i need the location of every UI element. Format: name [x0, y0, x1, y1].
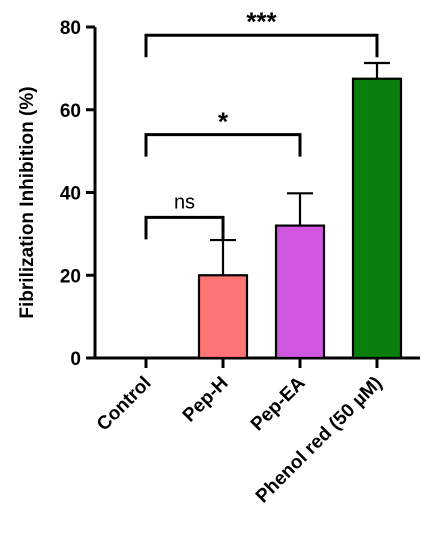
significance-bracket	[144, 33, 379, 58]
y-tick-label: 20	[60, 266, 81, 287]
y-axis-title: Fibrilization Inhibition (%)	[17, 86, 38, 318]
bar	[274, 224, 326, 360]
y-tick-label: 40	[60, 184, 81, 205]
axes: 0 20 40 60 80	[60, 18, 420, 370]
significance-label: ns	[174, 191, 195, 213]
x-category-label: Pep-H	[179, 373, 233, 427]
x-category-label: Pep-EA	[247, 372, 310, 435]
bars	[197, 61, 403, 360]
x-category-label: Control	[93, 373, 156, 436]
y-tick-label: 80	[60, 18, 81, 39]
y-tick-label: 0	[70, 349, 81, 370]
significance-label: ***	[246, 6, 277, 36]
significance-label: *	[218, 107, 229, 137]
bar	[351, 77, 403, 360]
x-category-label: Phenol red (50 µM)	[252, 373, 387, 508]
significance-bracket	[144, 133, 302, 157]
y-tick-label: 60	[60, 101, 81, 122]
significance-bracket	[144, 215, 225, 240]
significance-brackets: ns****	[144, 6, 379, 240]
bar	[197, 274, 249, 360]
